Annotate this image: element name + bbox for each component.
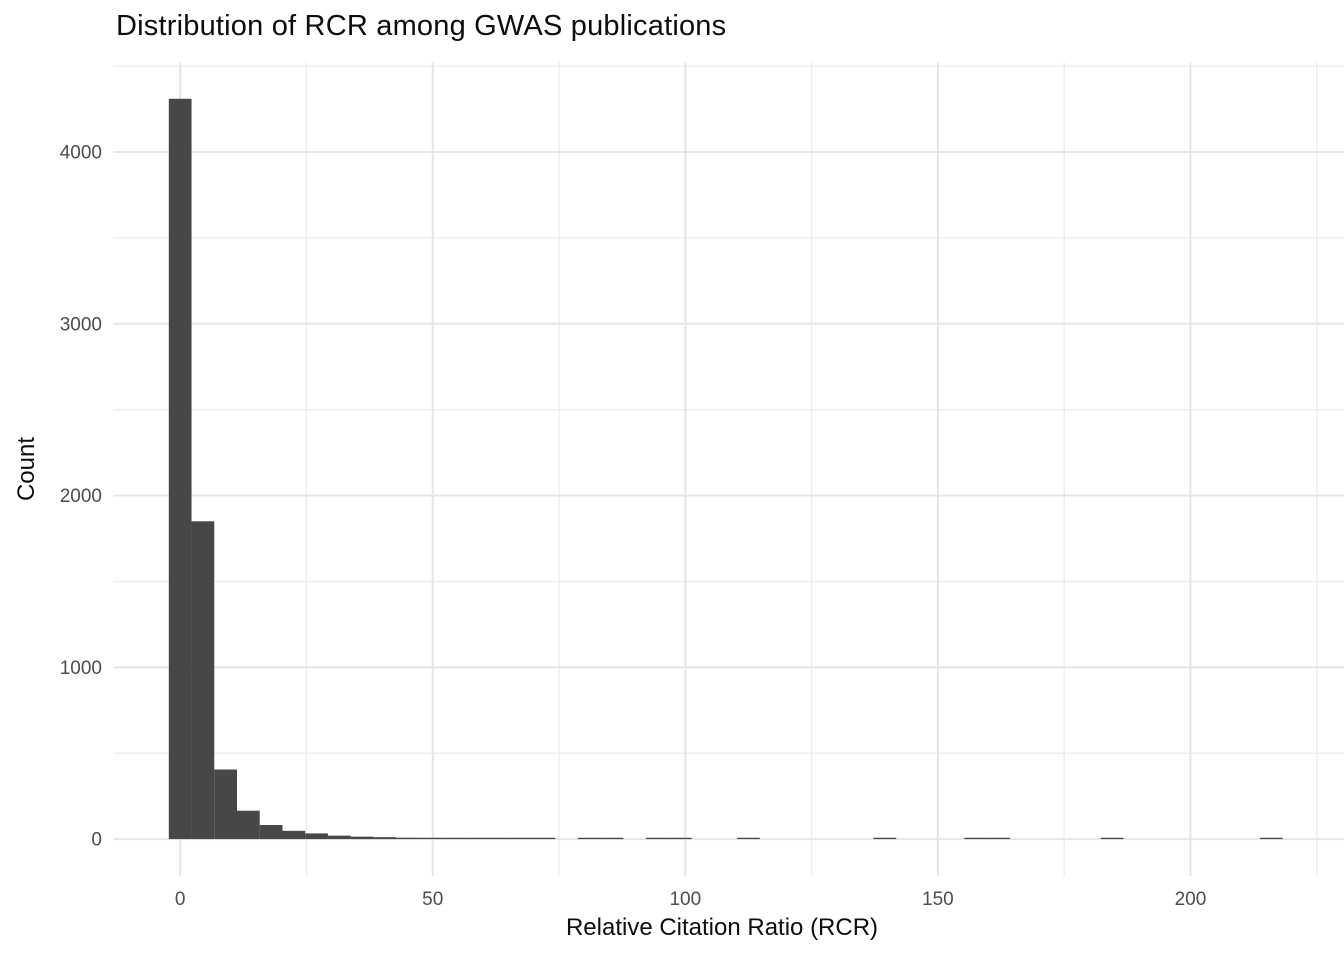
- histogram-bar: [600, 837, 624, 840]
- x-tick-label: 0: [175, 889, 186, 910]
- histogram-bar: [509, 837, 533, 840]
- histogram-bar: [214, 769, 238, 840]
- histogram-bar: [646, 837, 669, 840]
- y-tick-label: 1000: [60, 658, 102, 679]
- histogram-bar: [191, 521, 215, 840]
- histogram-bar: [487, 837, 510, 840]
- histogram-bar: [532, 837, 556, 840]
- histogram-bar: [350, 836, 374, 840]
- histogram-bar: [305, 833, 328, 840]
- histogram-bar: [373, 837, 397, 840]
- y-tick-label: 0: [91, 830, 102, 851]
- chart-title: Distribution of RCR among GWAS publicati…: [116, 10, 727, 42]
- histogram-bar: [668, 837, 692, 840]
- x-tick-label: 50: [422, 889, 443, 910]
- histogram-bar: [464, 837, 488, 840]
- histogram-bar: [418, 837, 442, 840]
- y-axis-title: Count: [13, 436, 40, 502]
- y-tick-label: 2000: [60, 486, 102, 507]
- histogram-bar: [577, 837, 601, 840]
- histogram-bar: [282, 830, 306, 840]
- histogram-bar: [987, 837, 1010, 840]
- x-tick-label: 100: [669, 889, 701, 910]
- histogram-bar: [1100, 837, 1124, 840]
- histogram-bar: [441, 837, 465, 840]
- histogram-bar: [1259, 837, 1283, 840]
- histogram-bar: [168, 98, 192, 840]
- y-tick-label: 4000: [60, 143, 102, 164]
- x-tick-label: 200: [1175, 889, 1207, 910]
- x-tick-label: 150: [922, 889, 954, 910]
- histogram-bar: [964, 837, 988, 840]
- histogram-bar: [259, 824, 283, 840]
- histogram-bar: [396, 837, 419, 840]
- histogram-bar: [237, 810, 260, 840]
- histogram-bar: [873, 837, 897, 840]
- histogram-bar: [327, 835, 351, 840]
- y-tick-label: 3000: [60, 314, 102, 335]
- x-axis-title: Relative Citation Ratio (RCR): [565, 914, 879, 941]
- histogram-bar: [737, 837, 760, 840]
